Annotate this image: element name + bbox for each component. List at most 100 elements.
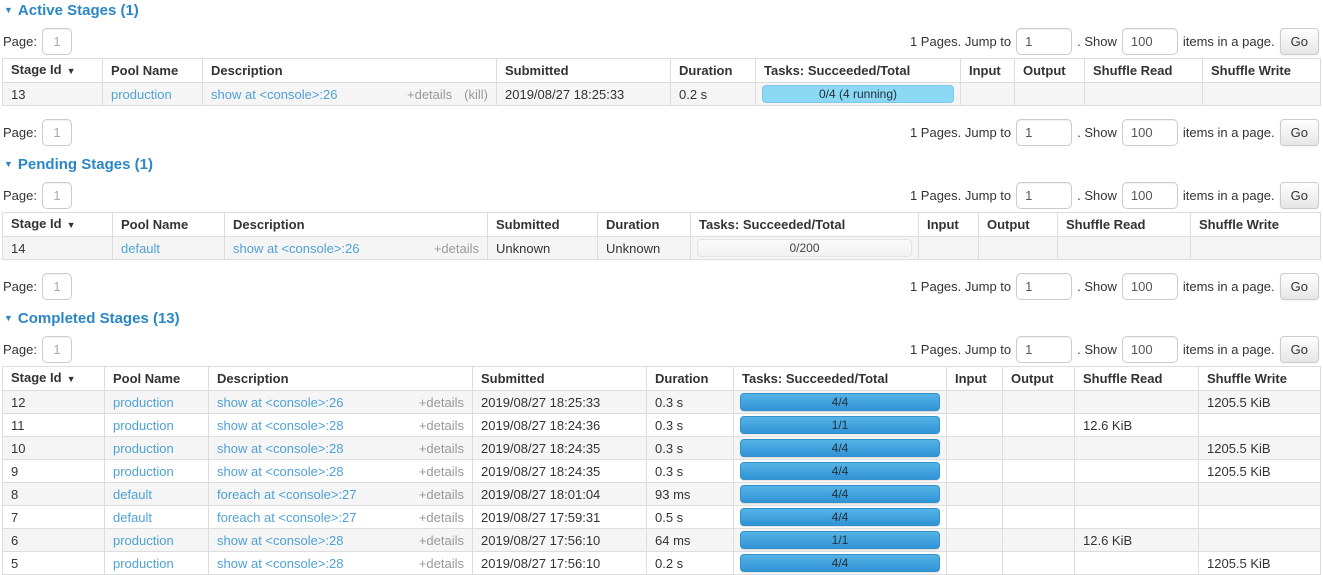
pool-link[interactable]: production	[113, 532, 174, 548]
stage-description-link[interactable]: show at <console>:28	[217, 418, 344, 432]
pool-link[interactable]: production	[113, 394, 174, 410]
pool-name-cell: production	[104, 528, 209, 552]
pool-link[interactable]: default	[113, 509, 153, 525]
jump-to-page-input[interactable]	[1016, 28, 1073, 55]
col-header-input[interactable]: Input	[960, 58, 1015, 83]
col-header-stage-id[interactable]: Stage Id ▼	[2, 212, 113, 237]
show-label: . Show	[1077, 188, 1117, 203]
stage-description-link[interactable]: show at <console>:28	[217, 556, 344, 570]
details-toggle[interactable]: +details	[418, 394, 464, 410]
submitted-cell: 2019/08/27 17:59:31	[472, 505, 647, 529]
col-header-submitted[interactable]: Submitted	[496, 58, 671, 83]
details-toggle[interactable]: +details	[407, 86, 453, 102]
output-cell	[1014, 82, 1085, 106]
col-header-pool-name[interactable]: Pool Name	[104, 366, 209, 391]
pool-link[interactable]: production	[113, 463, 174, 479]
input-cell	[946, 505, 1003, 529]
col-header-description[interactable]: Description	[208, 366, 473, 391]
go-button[interactable]: Go	[1279, 119, 1319, 146]
stage-description-link[interactable]: show at <console>:28	[217, 464, 344, 478]
pool-name-cell: default	[104, 505, 209, 529]
shuffle-write-cell	[1190, 236, 1321, 260]
col-header-stage-id[interactable]: Stage Id ▼	[2, 58, 103, 83]
pool-link[interactable]: production	[113, 555, 174, 571]
pool-link[interactable]: production	[113, 440, 174, 456]
jump-to-page-input[interactable]	[1016, 182, 1073, 209]
stage-description-link[interactable]: foreach at <console>:27	[217, 487, 357, 501]
col-header-submitted[interactable]: Submitted	[487, 212, 598, 237]
col-header-output[interactable]: Output	[1002, 366, 1075, 391]
col-header-shuffle-read[interactable]: Shuffle Read	[1084, 58, 1203, 83]
go-button[interactable]: Go	[1279, 273, 1319, 300]
col-header-description[interactable]: Description	[224, 212, 488, 237]
details-toggle[interactable]: +details	[418, 555, 464, 571]
col-header-duration[interactable]: Duration	[670, 58, 756, 83]
go-button[interactable]: Go	[1279, 336, 1319, 363]
stage-description-link[interactable]: show at <console>:26	[211, 87, 338, 101]
col-header-pool-name[interactable]: Pool Name	[102, 58, 203, 83]
jump-to-page-input[interactable]	[1016, 336, 1073, 363]
col-header-pool-name[interactable]: Pool Name	[112, 212, 225, 237]
shuffle-read-cell	[1074, 390, 1199, 414]
section-header-active-stages[interactable]: ▼ Active Stages (1)	[4, 2, 1320, 19]
details-toggle[interactable]: +details	[418, 509, 464, 525]
page-number-input[interactable]	[41, 119, 72, 146]
pool-link[interactable]: default	[121, 240, 161, 256]
output-cell	[1002, 436, 1075, 460]
section-header-completed-stages[interactable]: ▼ Completed Stages (13)	[4, 310, 1320, 327]
stage-description-link[interactable]: show at <console>:26	[233, 241, 360, 255]
jump-to-page-input[interactable]	[1016, 273, 1073, 300]
col-header-shuffle-read[interactable]: Shuffle Read	[1057, 212, 1191, 237]
col-header-shuffle-write[interactable]: Shuffle Write	[1190, 212, 1321, 237]
collapse-arrow-icon: ▼	[4, 313, 13, 323]
items-per-page-input[interactable]	[1121, 182, 1178, 209]
details-toggle[interactable]: +details	[418, 417, 464, 433]
col-header-output[interactable]: Output	[1014, 58, 1085, 83]
items-per-page-input[interactable]	[1121, 119, 1178, 146]
col-header-stage-id[interactable]: Stage Id ▼	[2, 366, 105, 391]
pool-link[interactable]: production	[111, 86, 172, 102]
jump-to-page-input[interactable]	[1016, 119, 1073, 146]
page-number-input[interactable]	[41, 28, 72, 55]
col-header-description[interactable]: Description	[202, 58, 497, 83]
stage-description-link[interactable]: foreach at <console>:27	[217, 510, 357, 524]
stage-description-link[interactable]: show at <console>:28	[217, 533, 344, 547]
pool-link[interactable]: production	[113, 417, 174, 433]
col-header-tasks-succeeded-total[interactable]: Tasks: Succeeded/Total	[733, 366, 947, 391]
items-per-page-input[interactable]	[1121, 336, 1178, 363]
table-header-row: Stage Id ▼ Pool Name Description Submitted Du…	[2, 366, 1321, 391]
page-number-input[interactable]	[41, 336, 72, 363]
col-header-tasks-succeeded-total[interactable]: Tasks: Succeeded/Total	[755, 58, 961, 83]
details-toggle[interactable]: +details	[418, 532, 464, 548]
col-header-input[interactable]: Input	[918, 212, 979, 237]
duration-cell: 93 ms	[646, 482, 734, 506]
page-number-input[interactable]	[41, 182, 72, 209]
stage-id-cell: 14	[2, 236, 113, 260]
tasks-cell: 1/1	[733, 528, 947, 552]
items-per-page-input[interactable]	[1121, 273, 1178, 300]
items-per-page-input[interactable]	[1121, 28, 1178, 55]
col-header-duration[interactable]: Duration	[646, 366, 734, 391]
col-header-shuffle-write[interactable]: Shuffle Write	[1202, 58, 1321, 83]
col-header-shuffle-write[interactable]: Shuffle Write	[1198, 366, 1321, 391]
col-header-duration[interactable]: Duration	[597, 212, 691, 237]
details-toggle[interactable]: +details	[418, 463, 464, 479]
col-header-shuffle-read[interactable]: Shuffle Read	[1074, 366, 1199, 391]
go-button[interactable]: Go	[1279, 28, 1319, 55]
page-number-input[interactable]	[41, 273, 72, 300]
col-header-input[interactable]: Input	[946, 366, 1003, 391]
go-button[interactable]: Go	[1279, 182, 1319, 209]
section-header-pending-stages[interactable]: ▼ Pending Stages (1)	[4, 156, 1320, 173]
details-toggle[interactable]: +details	[418, 440, 464, 456]
pool-link[interactable]: default	[113, 486, 153, 502]
details-toggle[interactable]: +details	[418, 486, 464, 502]
col-header-output[interactable]: Output	[978, 212, 1058, 237]
task-progress-bar: 4/4	[740, 439, 940, 457]
stage-description-link[interactable]: show at <console>:28	[217, 441, 344, 455]
col-header-submitted[interactable]: Submitted	[472, 366, 647, 391]
submitted-cell: 2019/08/27 18:25:33	[472, 390, 647, 414]
details-toggle[interactable]: +details	[433, 240, 479, 256]
stage-description-link[interactable]: show at <console>:26	[217, 395, 344, 409]
col-header-tasks-succeeded-total[interactable]: Tasks: Succeeded/Total	[690, 212, 919, 237]
kill-link[interactable]: (kill)	[464, 86, 488, 102]
